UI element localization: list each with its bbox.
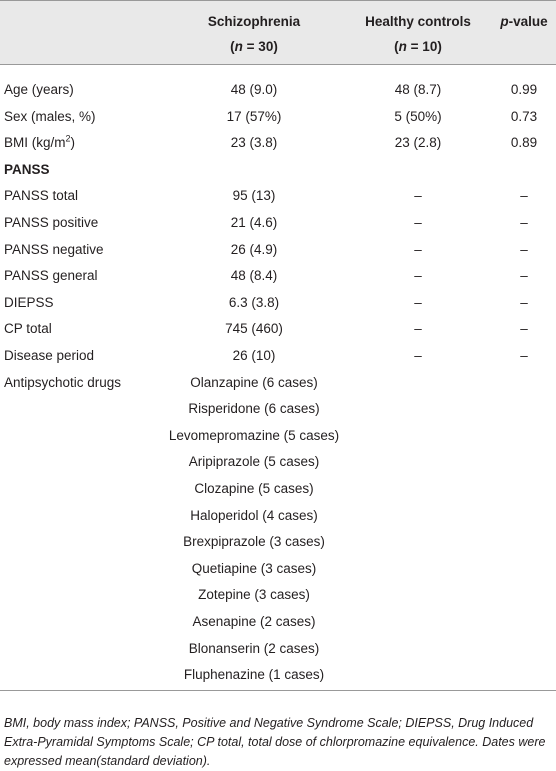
- cell-value: 21 (4.6): [230, 215, 278, 230]
- cell-value: Haloperidol (4 cases): [190, 507, 318, 523]
- cell-value: 48 (8.7): [394, 82, 442, 97]
- row-label: BMI (kg/m2): [4, 133, 76, 151]
- cell-value: 0.99: [510, 82, 538, 97]
- cell-value: –: [520, 188, 528, 204]
- column-subheader: (n = 30): [230, 39, 278, 55]
- text-segment: p: [500, 14, 509, 29]
- cell-value: –: [520, 268, 528, 284]
- row-label: PANSS positive: [4, 215, 99, 230]
- cell-value: –: [414, 215, 422, 230]
- cell-value: 48 (9.0): [230, 82, 278, 97]
- cell-value: Aripiprazole (5 cases): [188, 454, 320, 470]
- column-header: Schizophrenia: [207, 14, 301, 29]
- row-label: Age (years): [4, 82, 74, 97]
- text-segment: n: [234, 39, 243, 54]
- cell-value: Brexpiprazole (3 cases): [183, 534, 325, 550]
- cell-value: –: [520, 321, 528, 337]
- cell-value: –: [414, 268, 422, 284]
- cell-value: 26 (4.9): [230, 241, 278, 257]
- column-subheader: (n = 10): [394, 39, 442, 55]
- cell-value: –: [520, 348, 528, 363]
- cell-value: –: [414, 241, 422, 257]
- cell-value: –: [520, 215, 528, 230]
- cell-value: –: [414, 321, 422, 337]
- row-label: PANSS general: [4, 268, 98, 284]
- cell-value: 6.3 (3.8): [228, 294, 280, 310]
- text-segment: -value: [508, 14, 548, 29]
- column-header: Healthy controls: [365, 14, 471, 29]
- cell-value: 48 (8.4): [230, 268, 278, 284]
- cell-value: Levomepromazine (5 cases): [168, 427, 340, 443]
- text-segment: = 30): [242, 39, 278, 54]
- footnote: BMI, body mass index; PANSS, Positive an…: [4, 716, 546, 768]
- cell-value: 5 (50%): [394, 108, 442, 124]
- cell-value: 0.73: [510, 108, 538, 124]
- cell-value: 745 (460): [225, 321, 283, 337]
- cell-value: –: [414, 188, 422, 204]
- text-segment: ): [70, 135, 76, 151]
- cell-value: 17 (57%): [226, 108, 282, 124]
- cell-value: 26 (10): [232, 348, 276, 363]
- cell-value: Risperidone (6 cases): [188, 401, 320, 417]
- cell-value: Asenapine (2 cases): [192, 614, 316, 629]
- row-label: PANSS: [4, 162, 50, 178]
- text-segment: 2: [65, 133, 71, 144]
- cell-value: –: [520, 294, 528, 310]
- row-label: PANSS negative: [4, 241, 104, 257]
- text-segment: PANSS: [4, 161, 50, 177]
- header-band: [0, 0, 556, 65]
- cell-value: 95 (13): [232, 188, 276, 204]
- text-segment: (: [394, 39, 399, 54]
- cell-value: –: [414, 294, 422, 310]
- cell-value: Olanzapine (6 cases): [190, 374, 318, 390]
- cell-value: 23 (3.8): [230, 135, 278, 151]
- cell-value: –: [414, 348, 422, 363]
- cell-value: Blonanserin (2 cases): [188, 640, 320, 656]
- cell-value: Clozapine (5 cases): [194, 481, 314, 496]
- row-label: Sex (males, %): [4, 108, 96, 124]
- cell-value: 23 (2.8): [394, 135, 442, 151]
- row-label: Disease period: [4, 348, 95, 363]
- cell-value: Fluphenazine (1 cases): [183, 667, 325, 683]
- cell-value: 0.89: [510, 135, 538, 151]
- text-segment: = 10): [406, 39, 442, 54]
- text-segment: BMI (kg/m: [4, 135, 66, 151]
- text-segment: (: [230, 39, 235, 54]
- row-label: PANSS total: [4, 188, 79, 204]
- row-label: Antipsychotic drugs: [4, 374, 122, 390]
- row-label: DIEPSS: [4, 294, 54, 310]
- row-label: CP total: [4, 321, 52, 337]
- table-rule: [0, 690, 556, 691]
- cell-value: –: [520, 241, 528, 257]
- text-segment: n: [398, 39, 407, 54]
- column-header: p-value: [500, 14, 547, 30]
- cell-value: Quetiapine (3 cases): [191, 560, 317, 576]
- cell-value: Zotepine (3 cases): [198, 587, 310, 603]
